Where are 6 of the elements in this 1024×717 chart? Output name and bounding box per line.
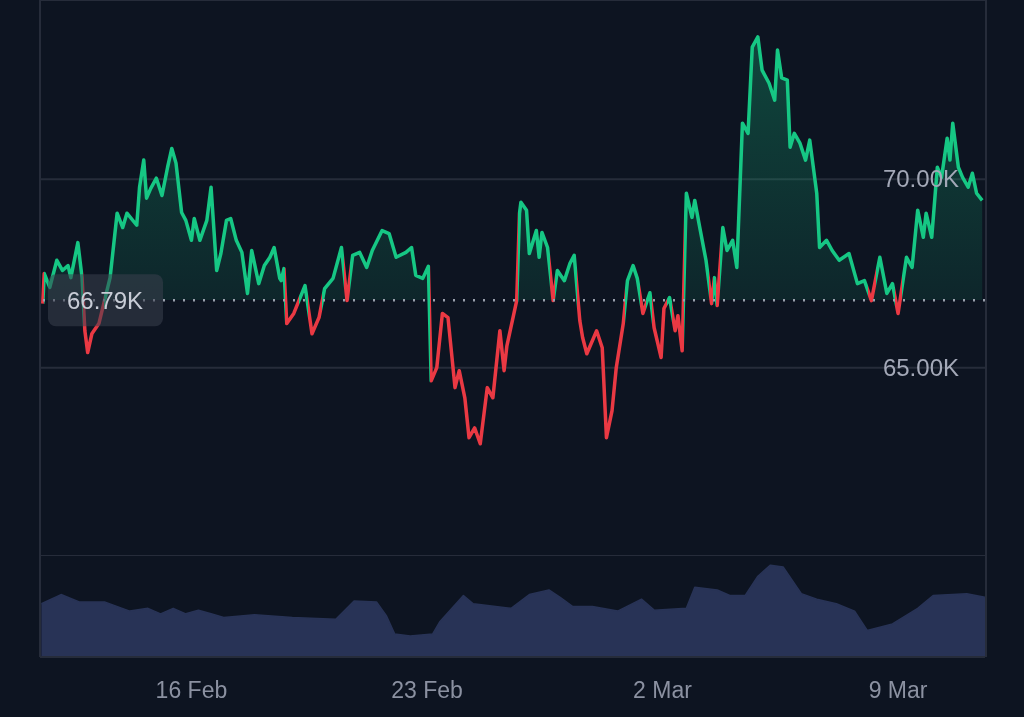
x-tick-label: 2 Mar (633, 677, 693, 703)
y-tick-label: 65.00K (882, 353, 959, 381)
x-tick-label: 9 Mar (868, 677, 928, 703)
x-tick-label: 23 Feb (391, 677, 463, 703)
ref-line-label: 66.79K (66, 287, 144, 315)
x-tick-label: 16 Feb (155, 677, 228, 703)
